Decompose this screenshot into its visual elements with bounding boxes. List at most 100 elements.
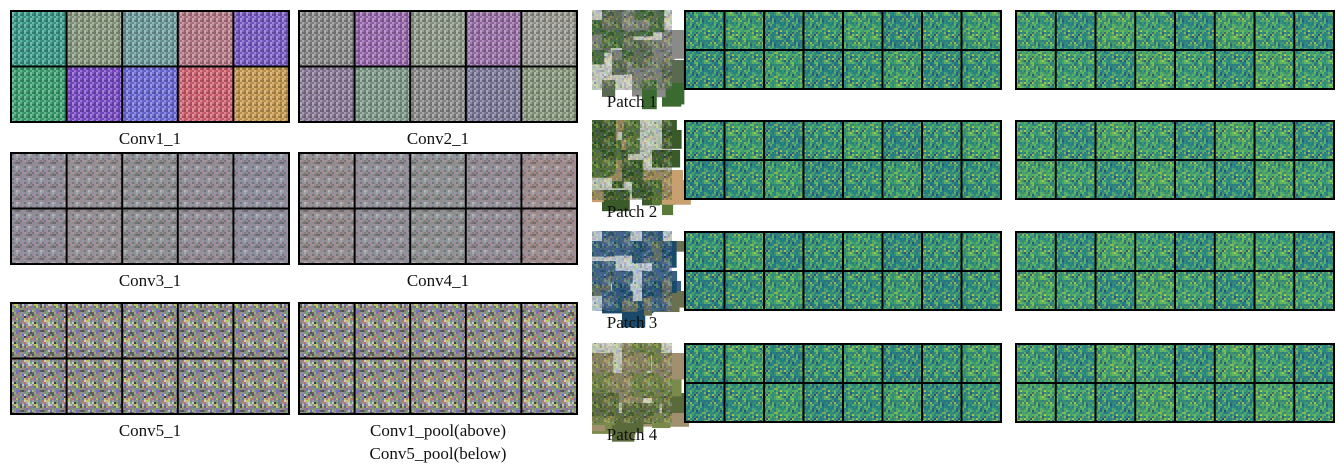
tile-texture (123, 154, 177, 208)
tile-texture (844, 12, 882, 49)
feature-map (1015, 343, 1335, 423)
tile-texture (1256, 12, 1294, 49)
filter-grid (10, 302, 290, 415)
tile-texture (12, 154, 66, 208)
tile-texture (356, 154, 410, 208)
tile-texture (963, 122, 1001, 159)
tile-texture (522, 68, 576, 122)
tile-texture (467, 210, 521, 264)
tile-texture (1176, 345, 1214, 382)
tile-texture (923, 272, 961, 309)
tile-texture (765, 272, 803, 309)
tile-texture (884, 384, 922, 421)
patch-label: Patch 1 (607, 92, 658, 111)
tile-texture (923, 12, 961, 49)
tile-texture (1057, 233, 1095, 270)
tile-texture (1295, 122, 1333, 159)
tile-texture (963, 233, 1001, 270)
tile-texture (884, 122, 922, 159)
tile-texture (1256, 161, 1294, 198)
tile-texture (1256, 345, 1294, 382)
tile-texture (805, 161, 843, 198)
tile-texture (1295, 51, 1333, 88)
tile-texture (1176, 122, 1214, 159)
tile-texture (726, 12, 764, 49)
tile-texture (844, 161, 882, 198)
tile-texture (1136, 161, 1174, 198)
tile-texture (805, 12, 843, 49)
tile-texture (1295, 345, 1333, 382)
tile-texture (411, 12, 465, 66)
tile-texture (123, 210, 177, 264)
tile-texture (411, 68, 465, 122)
tile-texture (963, 51, 1001, 88)
tile-texture (1176, 12, 1214, 49)
tile-texture (467, 360, 521, 414)
tile-texture (467, 12, 521, 66)
tile-texture (300, 360, 354, 414)
tile-texture (179, 210, 233, 264)
tile-texture (963, 272, 1001, 309)
tile-texture (12, 68, 66, 122)
tile-texture (765, 233, 803, 270)
tile-texture (1256, 384, 1294, 421)
tile-texture (522, 12, 576, 66)
tile-texture (765, 161, 803, 198)
tile-texture (686, 122, 724, 159)
tile-texture (1097, 345, 1135, 382)
tile-texture (123, 68, 177, 122)
tile-texture (1057, 272, 1095, 309)
tile-texture (1136, 233, 1174, 270)
panel-label: Conv2_1 (407, 129, 469, 148)
tile-texture (12, 304, 66, 358)
tile-texture (12, 210, 66, 264)
tile-texture (923, 161, 961, 198)
tile-texture (844, 384, 882, 421)
tile-texture (356, 12, 410, 66)
tile-texture (686, 384, 724, 421)
tile-texture (1216, 345, 1254, 382)
tile-texture (844, 51, 882, 88)
feature-map (684, 231, 1002, 311)
tile-texture (234, 360, 288, 414)
tile-texture (1136, 51, 1174, 88)
tile-texture (1136, 122, 1174, 159)
tile-texture (123, 12, 177, 66)
patch-texture (592, 120, 672, 200)
tile-texture (1057, 384, 1095, 421)
tile-texture (1216, 272, 1254, 309)
tile-texture (300, 154, 354, 208)
tile-texture (68, 154, 122, 208)
tile-texture (805, 122, 843, 159)
tile-texture (686, 345, 724, 382)
tile-texture (1136, 384, 1174, 421)
tile-texture (300, 12, 354, 66)
tile-texture (844, 122, 882, 159)
tile-texture (805, 384, 843, 421)
tile-texture (300, 68, 354, 122)
tile-texture (411, 360, 465, 414)
tile-texture (179, 12, 233, 66)
tile-texture (686, 51, 724, 88)
tile-texture (1295, 272, 1333, 309)
tile-texture (1256, 233, 1294, 270)
tile-texture (1017, 345, 1055, 382)
feature-map (684, 10, 1002, 90)
tile-texture (963, 345, 1001, 382)
tile-texture (1216, 161, 1254, 198)
tile-texture (923, 51, 961, 88)
tile-texture (234, 68, 288, 122)
tile-texture (765, 384, 803, 421)
tile-texture (356, 68, 410, 122)
panel-label: Conv5_1 (119, 421, 181, 440)
tile-texture (1017, 233, 1055, 270)
tile-texture (1216, 51, 1254, 88)
feature-map (1015, 120, 1335, 200)
tile-texture (963, 384, 1001, 421)
tile-texture (805, 51, 843, 88)
tile-texture (765, 12, 803, 49)
tile-texture (1097, 384, 1135, 421)
tile-texture (726, 161, 764, 198)
tile-texture (1097, 12, 1135, 49)
tile-texture (884, 12, 922, 49)
